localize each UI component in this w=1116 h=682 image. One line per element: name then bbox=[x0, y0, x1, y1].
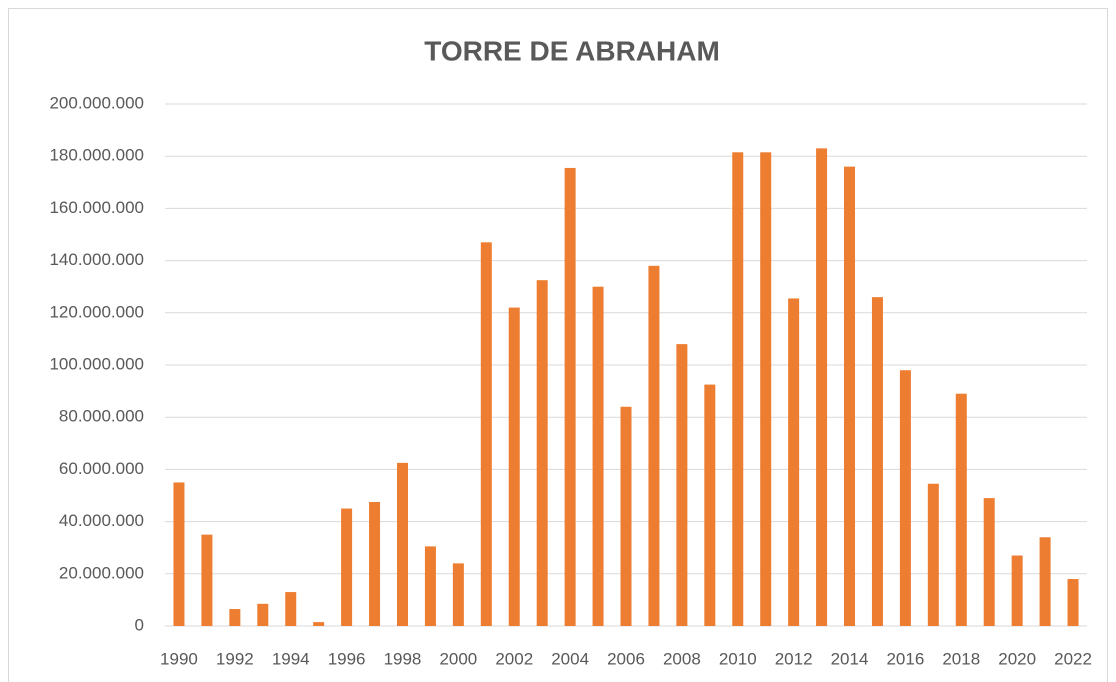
y-tick-label: 120.000.000 bbox=[49, 302, 144, 321]
bar bbox=[564, 167, 576, 626]
bar bbox=[173, 482, 185, 626]
x-tick-label: 2012 bbox=[775, 649, 813, 668]
y-tick-label: 140.000.000 bbox=[49, 250, 144, 269]
x-tick-label: 2014 bbox=[831, 649, 869, 668]
bar bbox=[508, 307, 520, 626]
bar bbox=[285, 592, 297, 626]
bar bbox=[201, 534, 213, 626]
y-tick-label: 80.000.000 bbox=[59, 407, 144, 426]
bar bbox=[955, 393, 967, 626]
x-tick-label: 1992 bbox=[216, 649, 254, 668]
bar bbox=[369, 502, 381, 626]
x-tick-label: 2018 bbox=[942, 649, 980, 668]
y-tick-label: 160.000.000 bbox=[49, 198, 144, 217]
x-tick-label: 2020 bbox=[998, 649, 1036, 668]
bar bbox=[1011, 555, 1023, 626]
x-tick-label: 2004 bbox=[551, 649, 589, 668]
bar bbox=[536, 280, 548, 626]
y-tick-label: 180.000.000 bbox=[49, 146, 144, 165]
bar bbox=[732, 152, 744, 626]
bar bbox=[816, 148, 828, 626]
chart-title: TORRE DE ABRAHAM bbox=[424, 35, 720, 66]
x-tick-label: 2008 bbox=[663, 649, 701, 668]
bar bbox=[1039, 537, 1051, 626]
bar bbox=[871, 297, 883, 626]
bar bbox=[788, 298, 800, 626]
bar bbox=[452, 563, 464, 626]
bar bbox=[648, 265, 660, 626]
y-tick-label: 0 bbox=[135, 615, 144, 634]
bar bbox=[592, 286, 604, 626]
x-tick-label: 2000 bbox=[439, 649, 477, 668]
x-tick-label: 1998 bbox=[384, 649, 422, 668]
bar bbox=[927, 483, 939, 626]
bar bbox=[313, 622, 325, 626]
bar bbox=[899, 370, 911, 626]
x-tick-label: 2010 bbox=[719, 649, 757, 668]
y-tick-label: 100.000.000 bbox=[49, 354, 144, 373]
bar bbox=[257, 603, 269, 626]
bar bbox=[424, 546, 436, 626]
bar bbox=[676, 344, 688, 626]
bar bbox=[620, 406, 632, 626]
y-tick-label: 60.000.000 bbox=[59, 459, 144, 478]
x-tick-label: 2022 bbox=[1054, 649, 1092, 668]
bar bbox=[1067, 579, 1079, 626]
x-tick-label: 2002 bbox=[495, 649, 533, 668]
y-tick-label: 40.000.000 bbox=[59, 511, 144, 530]
y-tick-label: 20.000.000 bbox=[59, 563, 144, 582]
bar bbox=[341, 508, 353, 626]
bar bbox=[229, 609, 241, 626]
bar bbox=[704, 384, 716, 626]
x-tick-label: 1994 bbox=[272, 649, 310, 668]
bar bbox=[844, 166, 856, 626]
chart-frame bbox=[8, 8, 1108, 682]
bar bbox=[983, 498, 995, 626]
x-tick-label: 1990 bbox=[160, 649, 198, 668]
bar bbox=[480, 242, 492, 626]
y-tick-label: 200.000.000 bbox=[49, 93, 144, 112]
bar bbox=[396, 462, 408, 626]
bar bbox=[760, 152, 772, 626]
x-tick-label: 2006 bbox=[607, 649, 645, 668]
x-tick-label: 2016 bbox=[886, 649, 924, 668]
x-tick-label: 1996 bbox=[328, 649, 366, 668]
